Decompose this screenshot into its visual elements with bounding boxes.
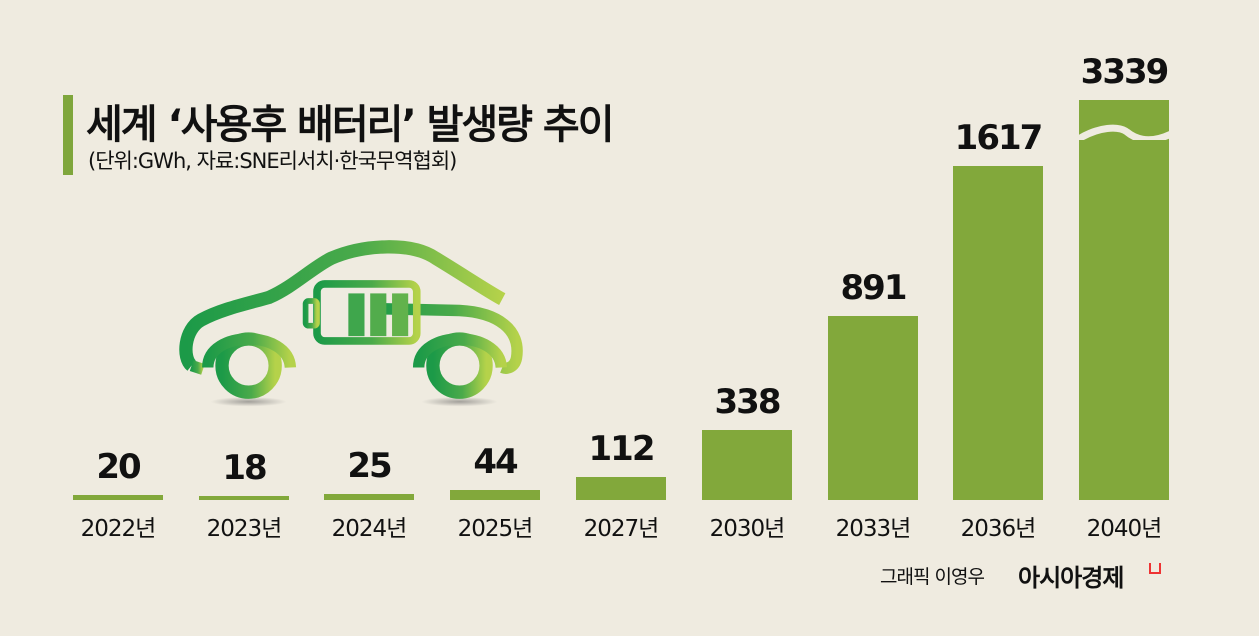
category-label: 2030년 (709, 516, 786, 542)
bar-value-label: 891 (840, 268, 908, 308)
bar-value-label: 20 (96, 447, 141, 487)
category-label: 2023년 (206, 516, 283, 542)
bar (702, 430, 792, 500)
brand-mark-icon (1149, 563, 1161, 574)
brand-logo-text: 아시아경제 (1018, 564, 1124, 592)
category-label: 2024년 (331, 516, 408, 542)
bar-value-label: 44 (473, 442, 518, 482)
title-accent-bar (63, 95, 73, 175)
bar-value-label: 3339 (1080, 52, 1170, 92)
chart-subtitle: (단위:GWh, 자료:SNE리서치·한국무역협회) (88, 149, 457, 173)
graphic-credit: 그래픽 이영우 (880, 566, 985, 588)
bar (576, 477, 666, 500)
category-label: 2022년 (80, 516, 157, 542)
bar (450, 490, 540, 500)
bar (828, 316, 918, 500)
category-label: 2027년 (583, 516, 660, 542)
bar (324, 494, 414, 500)
electric-car-battery-icon (179, 240, 523, 407)
bar-value-label: 338 (714, 382, 782, 422)
bar (953, 166, 1043, 500)
category-label: 2040년 (1086, 516, 1163, 542)
scale-break-icon (1079, 124, 1169, 140)
bar-value-label: 25 (347, 446, 392, 486)
bar (73, 495, 163, 500)
category-label: 2033년 (835, 516, 912, 542)
bar-value-label: 1617 (954, 118, 1044, 158)
category-label: 2025년 (457, 516, 534, 542)
chart-title: 세계 ‘사용후 배터리’ 발생량 추이 (86, 102, 614, 148)
bar (199, 496, 289, 500)
bar-value-label: 112 (588, 429, 656, 469)
bar (1079, 100, 1169, 500)
bar-value-label: 18 (222, 448, 267, 488)
category-label: 2036년 (960, 516, 1037, 542)
